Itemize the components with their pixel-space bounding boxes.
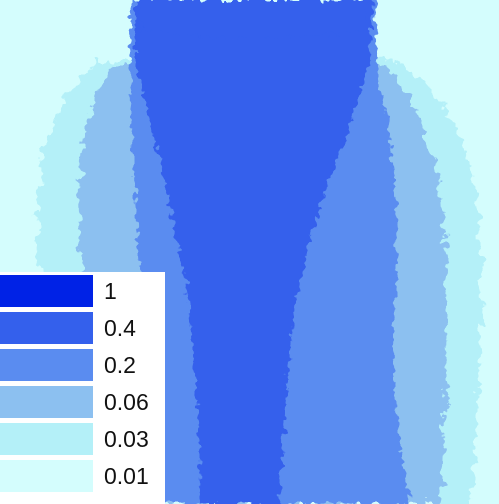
legend-item: 0.01: [0, 457, 165, 493]
legend-item: 0.03: [0, 420, 165, 456]
legend-label: 0.06: [104, 389, 149, 415]
legend-swatch: [0, 349, 93, 381]
legend-item: 0.4: [0, 309, 165, 345]
legend-swatch: [0, 312, 93, 344]
legend-item: 0.2: [0, 346, 165, 382]
legend-label: 0.01: [104, 463, 149, 489]
legend-label: 0.03: [104, 426, 149, 452]
legend-swatch: [0, 275, 93, 307]
legend: 1 0.4 0.2 0.06 0.03 0.01: [0, 272, 165, 504]
legend-label: 1: [104, 278, 117, 304]
legend-label: 0.4: [104, 315, 136, 341]
contour-region-core: [140, 0, 368, 38]
legend-swatch: [0, 423, 93, 455]
legend-item: 1: [0, 272, 165, 308]
legend-swatch: [0, 386, 93, 418]
legend-item: 0.06: [0, 383, 165, 419]
legend-label: 0.2: [104, 352, 136, 378]
contour-region-0.4: [135, 0, 372, 504]
legend-swatch: [0, 460, 93, 492]
